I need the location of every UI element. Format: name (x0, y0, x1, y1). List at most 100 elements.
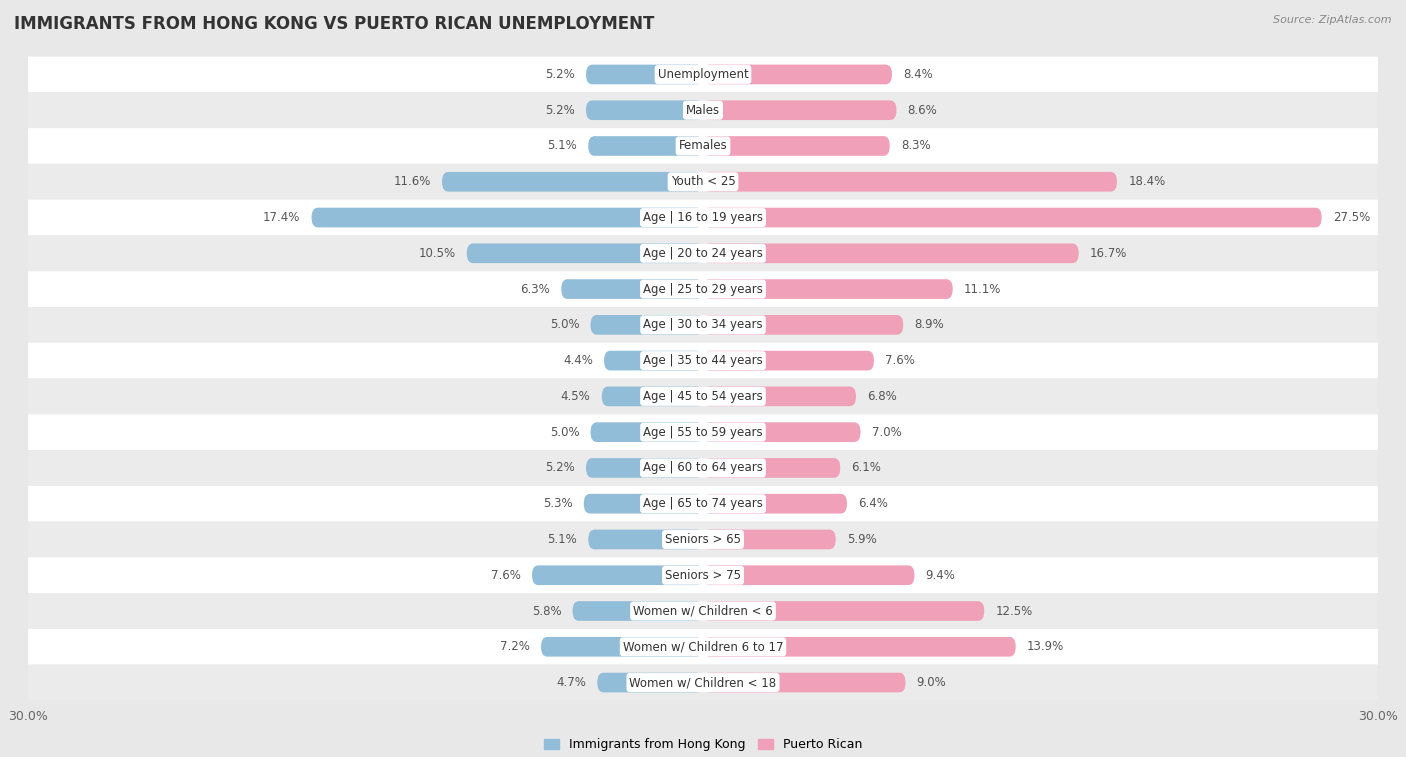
Text: Females: Females (679, 139, 727, 152)
Text: Source: ZipAtlas.com: Source: ZipAtlas.com (1274, 15, 1392, 25)
Text: Age | 35 to 44 years: Age | 35 to 44 years (643, 354, 763, 367)
FancyBboxPatch shape (28, 665, 1378, 700)
FancyBboxPatch shape (28, 128, 1378, 164)
Text: 7.0%: 7.0% (872, 425, 901, 438)
Text: 5.2%: 5.2% (546, 68, 575, 81)
FancyBboxPatch shape (586, 458, 703, 478)
FancyBboxPatch shape (28, 486, 1378, 522)
FancyBboxPatch shape (591, 315, 703, 335)
FancyBboxPatch shape (28, 57, 1378, 92)
FancyBboxPatch shape (703, 64, 891, 84)
Text: Age | 55 to 59 years: Age | 55 to 59 years (643, 425, 763, 438)
FancyBboxPatch shape (312, 207, 703, 227)
Text: 10.5%: 10.5% (419, 247, 456, 260)
FancyBboxPatch shape (28, 378, 1378, 414)
FancyBboxPatch shape (591, 422, 703, 442)
FancyBboxPatch shape (703, 458, 841, 478)
FancyBboxPatch shape (703, 494, 846, 513)
FancyBboxPatch shape (703, 422, 860, 442)
Text: 16.7%: 16.7% (1090, 247, 1128, 260)
FancyBboxPatch shape (28, 164, 1378, 200)
FancyBboxPatch shape (28, 450, 1378, 486)
Text: 4.5%: 4.5% (561, 390, 591, 403)
FancyBboxPatch shape (598, 673, 703, 693)
Text: Age | 16 to 19 years: Age | 16 to 19 years (643, 211, 763, 224)
Text: 17.4%: 17.4% (263, 211, 301, 224)
Text: 5.9%: 5.9% (846, 533, 877, 546)
Text: 5.8%: 5.8% (531, 605, 561, 618)
FancyBboxPatch shape (703, 315, 903, 335)
FancyBboxPatch shape (703, 530, 835, 550)
Text: 6.4%: 6.4% (858, 497, 889, 510)
Text: 8.6%: 8.6% (908, 104, 938, 117)
Text: 5.1%: 5.1% (547, 139, 576, 152)
Text: 5.3%: 5.3% (543, 497, 572, 510)
Text: 8.4%: 8.4% (903, 68, 934, 81)
Text: 5.2%: 5.2% (546, 462, 575, 475)
FancyBboxPatch shape (541, 637, 703, 656)
FancyBboxPatch shape (703, 101, 897, 120)
FancyBboxPatch shape (467, 244, 703, 263)
Text: 9.0%: 9.0% (917, 676, 946, 689)
FancyBboxPatch shape (28, 414, 1378, 450)
Text: Males: Males (686, 104, 720, 117)
FancyBboxPatch shape (28, 593, 1378, 629)
Text: 8.9%: 8.9% (914, 319, 945, 332)
FancyBboxPatch shape (703, 673, 905, 693)
Text: Youth < 25: Youth < 25 (671, 176, 735, 188)
FancyBboxPatch shape (605, 350, 703, 370)
FancyBboxPatch shape (28, 235, 1378, 271)
Text: Seniors > 75: Seniors > 75 (665, 569, 741, 581)
Text: Unemployment: Unemployment (658, 68, 748, 81)
Text: 13.9%: 13.9% (1026, 640, 1064, 653)
FancyBboxPatch shape (588, 136, 703, 156)
Text: 4.4%: 4.4% (562, 354, 593, 367)
FancyBboxPatch shape (572, 601, 703, 621)
Text: 5.2%: 5.2% (546, 104, 575, 117)
FancyBboxPatch shape (441, 172, 703, 192)
Text: 6.3%: 6.3% (520, 282, 550, 295)
Text: Age | 20 to 24 years: Age | 20 to 24 years (643, 247, 763, 260)
Text: Women w/ Children < 18: Women w/ Children < 18 (630, 676, 776, 689)
FancyBboxPatch shape (703, 387, 856, 407)
Text: 5.0%: 5.0% (550, 425, 579, 438)
Text: 7.6%: 7.6% (886, 354, 915, 367)
FancyBboxPatch shape (703, 244, 1078, 263)
FancyBboxPatch shape (586, 64, 703, 84)
FancyBboxPatch shape (561, 279, 703, 299)
Text: Women w/ Children 6 to 17: Women w/ Children 6 to 17 (623, 640, 783, 653)
FancyBboxPatch shape (703, 565, 914, 585)
Text: 11.1%: 11.1% (965, 282, 1001, 295)
Text: 5.0%: 5.0% (550, 319, 579, 332)
Text: 4.7%: 4.7% (557, 676, 586, 689)
Text: 7.6%: 7.6% (491, 569, 520, 581)
FancyBboxPatch shape (583, 494, 703, 513)
FancyBboxPatch shape (703, 207, 1322, 227)
Legend: Immigrants from Hong Kong, Puerto Rican: Immigrants from Hong Kong, Puerto Rican (538, 734, 868, 756)
Text: 18.4%: 18.4% (1128, 176, 1166, 188)
FancyBboxPatch shape (28, 307, 1378, 343)
FancyBboxPatch shape (588, 530, 703, 550)
FancyBboxPatch shape (28, 522, 1378, 557)
FancyBboxPatch shape (28, 271, 1378, 307)
Text: 7.2%: 7.2% (501, 640, 530, 653)
FancyBboxPatch shape (28, 343, 1378, 378)
Text: 6.8%: 6.8% (868, 390, 897, 403)
FancyBboxPatch shape (28, 92, 1378, 128)
FancyBboxPatch shape (703, 601, 984, 621)
Text: 9.4%: 9.4% (925, 569, 956, 581)
Text: IMMIGRANTS FROM HONG KONG VS PUERTO RICAN UNEMPLOYMENT: IMMIGRANTS FROM HONG KONG VS PUERTO RICA… (14, 15, 654, 33)
FancyBboxPatch shape (28, 200, 1378, 235)
FancyBboxPatch shape (586, 101, 703, 120)
FancyBboxPatch shape (703, 172, 1116, 192)
Text: 8.3%: 8.3% (901, 139, 931, 152)
Text: Age | 30 to 34 years: Age | 30 to 34 years (643, 319, 763, 332)
FancyBboxPatch shape (703, 350, 875, 370)
Text: Age | 65 to 74 years: Age | 65 to 74 years (643, 497, 763, 510)
Text: Women w/ Children < 6: Women w/ Children < 6 (633, 605, 773, 618)
Text: Age | 60 to 64 years: Age | 60 to 64 years (643, 462, 763, 475)
Text: 5.1%: 5.1% (547, 533, 576, 546)
Text: Age | 45 to 54 years: Age | 45 to 54 years (643, 390, 763, 403)
FancyBboxPatch shape (602, 387, 703, 407)
FancyBboxPatch shape (703, 637, 1015, 656)
